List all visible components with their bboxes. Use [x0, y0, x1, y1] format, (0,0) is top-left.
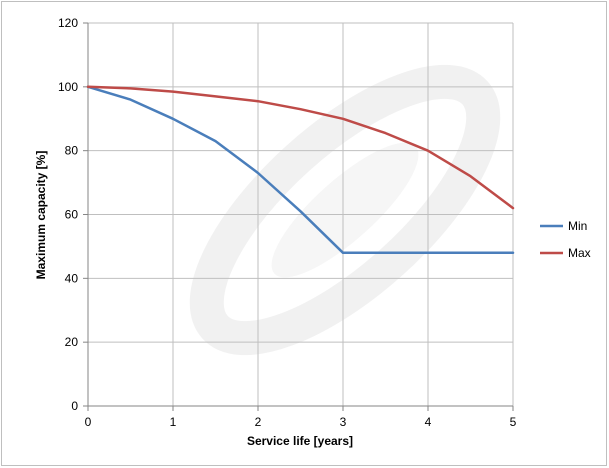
legend: Min Max — [540, 219, 591, 260]
y-axis-title: Maximum capacity [%] — [34, 151, 48, 280]
x-tick-label: 5 — [510, 415, 517, 429]
watermark-logo — [189, 64, 501, 356]
y-tick-label: 60 — [65, 208, 79, 222]
y-tick-label: 40 — [65, 271, 79, 285]
y-tick-label: 120 — [58, 16, 78, 30]
tick-labels: 0 20 40 60 80 100 120 0 1 2 3 4 5 — [58, 16, 517, 429]
grid-lines — [88, 22, 514, 406]
x-tick-label: 3 — [340, 415, 347, 429]
x-tick-label: 4 — [425, 415, 432, 429]
legend-label-min: Min — [568, 219, 587, 233]
y-tick-label: 80 — [65, 144, 79, 158]
x-tick-label: 1 — [170, 415, 177, 429]
x-tick-label: 0 — [85, 415, 92, 429]
series-line-max — [86, 85, 515, 210]
x-axis-title: Service life [years] — [247, 434, 353, 448]
y-tick-label: 20 — [65, 335, 79, 349]
series-line-min — [86, 85, 515, 255]
y-tick-label: 0 — [71, 399, 78, 413]
series-lines — [86, 85, 515, 255]
legend-label-max: Max — [568, 246, 591, 260]
x-tick-label: 2 — [255, 415, 262, 429]
y-tick-label: 100 — [58, 80, 78, 94]
